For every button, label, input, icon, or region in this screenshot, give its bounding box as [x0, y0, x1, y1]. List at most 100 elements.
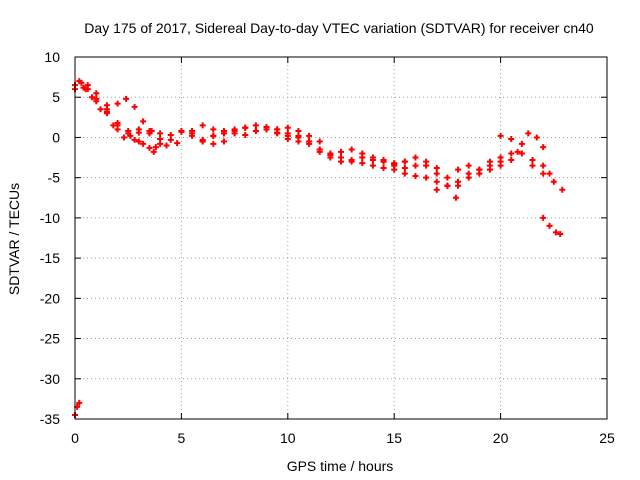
- data-point: [508, 150, 515, 157]
- y-tick-label: -20: [40, 290, 60, 306]
- data-point: [529, 156, 536, 163]
- gridlines: [75, 57, 607, 419]
- data-point: [140, 118, 147, 125]
- data-point: [550, 178, 557, 185]
- data-point: [131, 136, 138, 143]
- data-point: [552, 229, 559, 236]
- data-point: [359, 160, 366, 167]
- series-track-15: [455, 148, 521, 189]
- y-tick-label: -10: [40, 210, 60, 226]
- x-tick-labels: 0 5 10 15 20 25: [71, 430, 615, 446]
- data-point: [525, 130, 532, 137]
- data-point: [284, 130, 291, 137]
- series-track-4: [82, 86, 164, 143]
- data-point: [546, 170, 553, 177]
- data-point: [242, 124, 249, 131]
- data-point: [433, 178, 440, 185]
- data-point: [316, 148, 323, 155]
- series-track-16: [497, 130, 547, 151]
- data-point: [93, 95, 100, 102]
- data-point: [508, 136, 515, 143]
- data-point: [518, 150, 525, 157]
- data-point: [518, 140, 525, 147]
- data-point: [327, 154, 334, 161]
- data-point: [412, 162, 419, 169]
- y-tick-label: -35: [40, 411, 60, 427]
- data-point: [210, 132, 217, 139]
- data-point: [103, 106, 110, 113]
- data-point: [401, 165, 408, 172]
- data-point: [306, 132, 313, 139]
- data-point: [263, 126, 270, 133]
- data-point: [252, 128, 259, 135]
- data-point: [178, 128, 185, 135]
- data-point: [210, 140, 217, 147]
- data-point: [199, 122, 206, 129]
- data-point: [455, 166, 462, 173]
- data-point: [97, 106, 104, 113]
- data-point: [497, 132, 504, 139]
- y-tick-labels: 10 5 0 -5 -10 -15 -20 -25 -30 -35: [40, 49, 60, 427]
- data-point: [433, 186, 440, 193]
- data-point: [125, 128, 132, 135]
- y-tick-label: -5: [48, 170, 61, 186]
- data-point: [497, 162, 504, 169]
- data-point: [242, 132, 249, 139]
- data-point: [348, 156, 355, 163]
- data-point: [152, 144, 159, 151]
- data-point: [423, 162, 430, 169]
- data-point: [486, 166, 493, 173]
- data-point: [316, 138, 323, 145]
- data-point: [274, 126, 281, 133]
- data-point: [369, 154, 376, 161]
- data-point: [252, 122, 259, 129]
- data-point: [540, 170, 547, 177]
- data-point: [465, 174, 472, 181]
- data-point: [135, 138, 142, 145]
- data-point: [93, 90, 100, 97]
- data-point: [476, 166, 483, 173]
- data-point: [444, 174, 451, 181]
- data-point: [220, 138, 227, 145]
- data-point: [514, 148, 521, 155]
- data-point: [123, 95, 130, 102]
- data-point: [150, 148, 157, 155]
- data-point: [189, 128, 196, 135]
- data-point: [284, 124, 291, 131]
- data-points: [72, 78, 566, 418]
- data-point: [174, 140, 181, 147]
- data-point: [486, 158, 493, 165]
- data-point: [146, 144, 153, 151]
- x-axis-label: GPS time / hours: [287, 458, 394, 474]
- x-tick-label: 10: [280, 430, 296, 446]
- data-point: [306, 138, 313, 145]
- data-point: [140, 140, 147, 147]
- data-point: [412, 173, 419, 180]
- data-point: [412, 154, 419, 161]
- data-point: [338, 158, 344, 165]
- y-tick-label: -25: [40, 331, 60, 347]
- data-point: [76, 78, 83, 85]
- data-point: [295, 132, 302, 139]
- data-point: [452, 194, 459, 201]
- y-tick-label: -30: [40, 371, 60, 387]
- x-tick-label: 25: [599, 430, 615, 446]
- data-point: [540, 144, 547, 151]
- data-point: [540, 162, 547, 169]
- data-point: [167, 136, 174, 143]
- data-point: [76, 399, 83, 406]
- data-point: [135, 129, 142, 136]
- data-point: [497, 154, 504, 161]
- y-tick-label: 10: [44, 49, 60, 65]
- data-point: [146, 128, 153, 135]
- data-point: [533, 134, 540, 141]
- series-track-17: [529, 162, 566, 193]
- data-point: [455, 182, 462, 189]
- x-tick-label: 5: [178, 430, 186, 446]
- y-tick-label: 5: [52, 89, 60, 105]
- data-point: [338, 148, 344, 155]
- data-point: [157, 140, 164, 147]
- data-point: [401, 158, 408, 165]
- data-point: [369, 162, 376, 169]
